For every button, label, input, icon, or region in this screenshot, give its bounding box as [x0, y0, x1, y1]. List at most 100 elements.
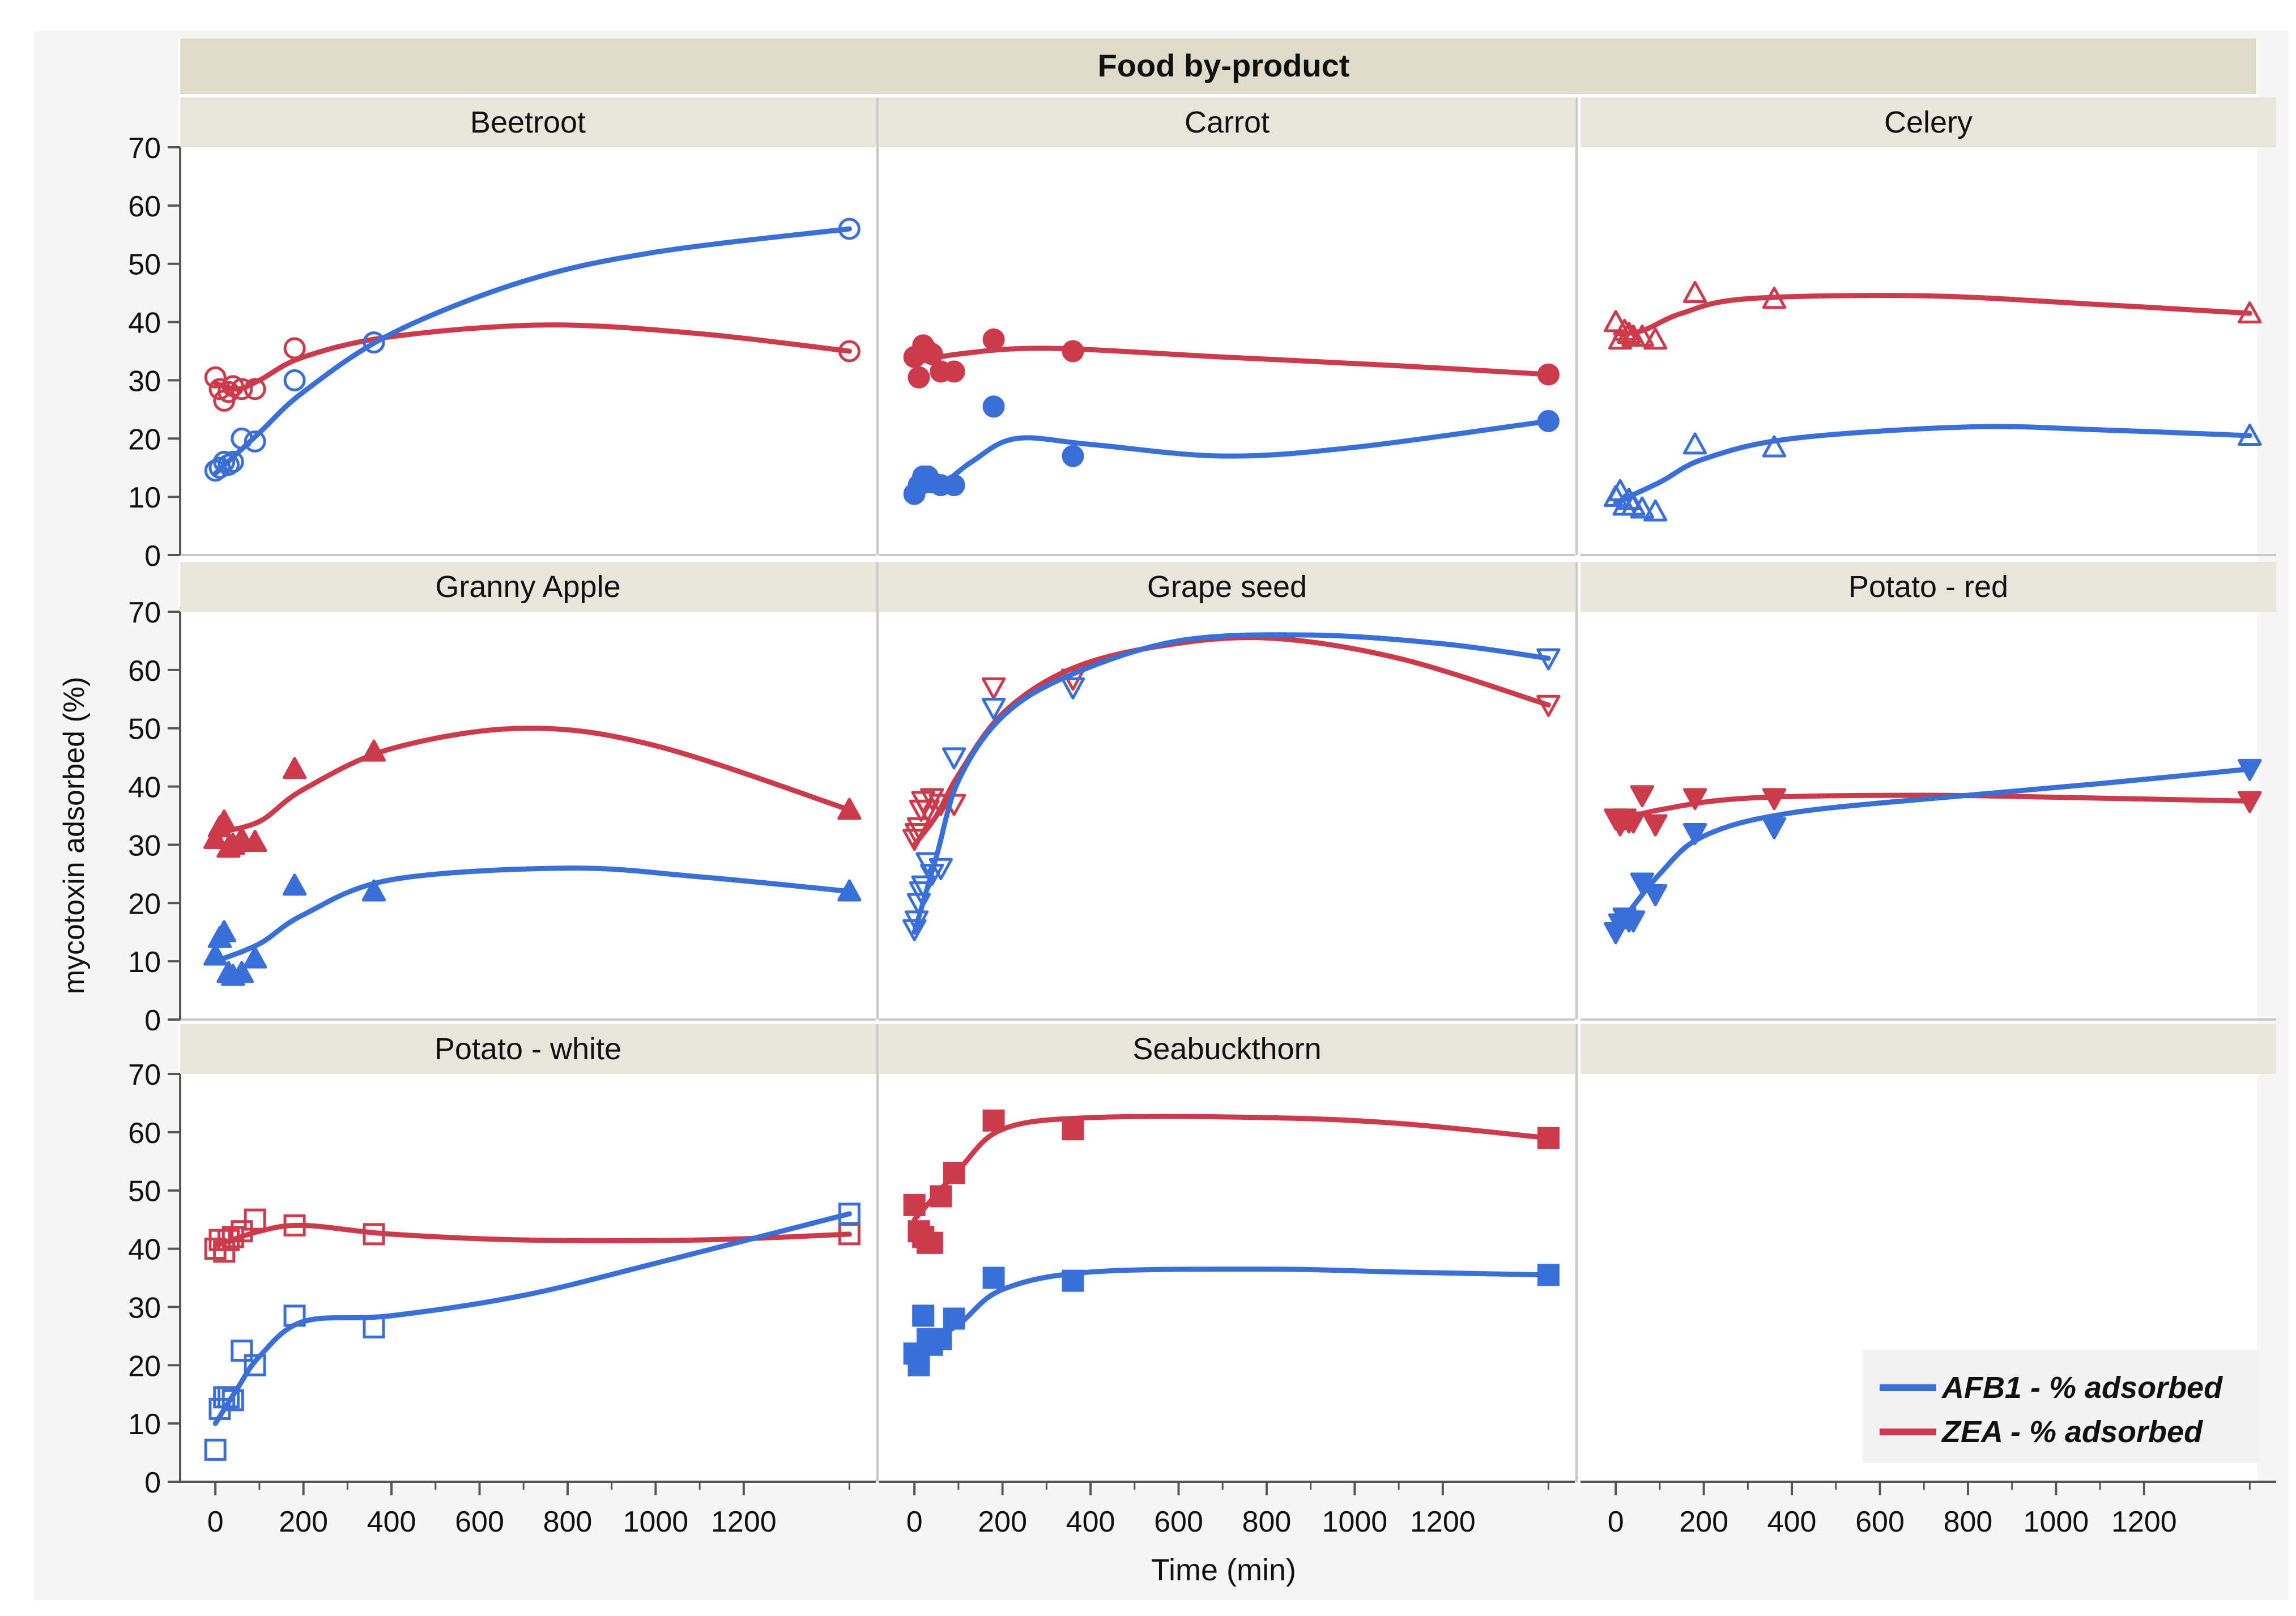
panel-header-bar — [1581, 1024, 2276, 1074]
data-point-afb1 — [911, 875, 935, 898]
data-point-zea — [837, 798, 862, 820]
data-point-afb1 — [282, 873, 307, 896]
x-tick-label: 600 — [1154, 1506, 1203, 1538]
fit-curve-zea — [911, 346, 1551, 377]
data-point-afb1 — [1682, 432, 1707, 455]
data-point-afb1 — [217, 454, 240, 476]
data-point-afb1 — [242, 946, 267, 969]
y-tick-label: 70 — [128, 1059, 161, 1091]
data-point-afb1 — [283, 1304, 306, 1327]
x-tick-label: 800 — [1944, 1506, 1993, 1538]
data-point-afb1 — [912, 1304, 935, 1327]
data-point-afb1 — [981, 697, 1006, 720]
data-point-afb1 — [283, 369, 306, 391]
y-tick-label: 10 — [128, 1408, 161, 1441]
data-point-afb1 — [1762, 817, 1787, 839]
fit-curve-afb1 — [1613, 766, 2252, 932]
data-point-zea — [204, 366, 227, 389]
data-point-afb1 — [1643, 499, 1668, 522]
data-point-zea — [217, 381, 240, 403]
fit-curve-afb1 — [911, 1267, 1551, 1354]
fit-curve-afb1 — [911, 418, 1551, 497]
panel-header-bar — [879, 562, 1575, 612]
data-point-zea — [838, 340, 861, 363]
data-point-zea — [1762, 788, 1787, 811]
data-point-afb1 — [1762, 435, 1787, 458]
panel-0: Beetroot 0 10 20 30 40 50 60 70 — [128, 97, 879, 573]
y-tick-label: 0 — [144, 1004, 161, 1037]
y-tick-label: 30 — [128, 365, 161, 398]
panel-8: 0 200 400 600 800 1000 1200 — [1581, 1024, 2276, 1538]
data-point-afb1 — [208, 457, 231, 479]
x-tick-label: 800 — [543, 1506, 593, 1538]
overall-title-text: Food by-product — [1098, 48, 1350, 83]
data-point-afb1 — [363, 1316, 385, 1338]
panel-title: Celery — [1884, 105, 1973, 139]
data-point-afb1 — [1630, 872, 1655, 895]
data-point-zea — [1062, 1118, 1084, 1141]
panel-header-bar — [180, 1024, 876, 1074]
fit-curve-afb1 — [212, 226, 852, 476]
data-point-afb1 — [1536, 648, 1561, 671]
data-point-afb1 — [231, 1340, 253, 1362]
data-point-zea — [943, 1162, 965, 1184]
legend-label-zea: ZEA - % adsorbed — [1941, 1415, 2203, 1449]
x-tick-label: 0 — [906, 1506, 923, 1538]
data-point-afb1 — [2238, 423, 2262, 446]
x-tick-label: 200 — [279, 1506, 328, 1538]
data-point-afb1 — [213, 450, 236, 473]
data-point-afb1 — [1608, 479, 1633, 501]
data-point-afb1 — [838, 218, 861, 240]
y-tick-label: 60 — [128, 1117, 161, 1150]
data-point-zea — [908, 366, 930, 389]
panel-4: Grape seed — [879, 562, 1578, 1021]
y-tick-label: 50 — [128, 249, 161, 282]
x-tick-label: 1200 — [1410, 1506, 1476, 1538]
data-point-afb1 — [203, 943, 228, 966]
panel-title: Seabuckthorn — [1132, 1032, 1321, 1066]
data-point-afb1 — [1062, 445, 1084, 467]
data-point-afb1 — [942, 747, 966, 770]
x-tick-label: 1000 — [623, 1506, 689, 1538]
data-point-zea — [903, 1193, 926, 1216]
data-point-zea — [928, 794, 953, 816]
data-point-zea — [242, 830, 267, 852]
data-point-zea — [982, 1109, 1005, 1132]
y-tick-label: 70 — [128, 132, 161, 165]
data-point-afb1 — [204, 1438, 227, 1461]
data-point-zea — [2238, 791, 2262, 813]
overall-title: Food by-product — [180, 39, 2256, 94]
data-point-zea — [920, 788, 944, 811]
fit-curve-zea — [212, 322, 852, 392]
data-point-zea — [1682, 788, 1707, 811]
panel-title: Beetroot — [470, 105, 586, 139]
y-tick-label: 50 — [128, 1175, 161, 1208]
x-tick-label: 200 — [978, 1506, 1027, 1538]
y-tick-label: 50 — [128, 713, 161, 746]
fit-curve-afb1 — [212, 865, 852, 964]
panel-6: Potato - white 0 10 20 30 40 50 60 70 0 200 400 600 8… — [128, 1024, 879, 1538]
panels-layer: Beetroot 0 10 20 30 40 50 60 70 Carrot Celery Grann… — [128, 97, 2276, 1538]
data-point-zea — [921, 1231, 943, 1254]
panel-header-bar — [180, 562, 876, 612]
fit-curve-afb1 — [212, 1211, 852, 1426]
data-point-afb1 — [217, 1386, 240, 1409]
data-point-zea — [221, 375, 244, 398]
legend-box — [1863, 1350, 2259, 1463]
data-point-afb1 — [982, 395, 1005, 418]
x-tick-label: 400 — [1767, 1506, 1817, 1538]
x-tick-label: 1000 — [2024, 1506, 2089, 1538]
data-point-zea — [1537, 1127, 1560, 1149]
data-point-zea — [231, 1220, 253, 1243]
legend: AFB1 - % adsorbed ZEA - % adsorbed — [1863, 1350, 2259, 1463]
fit-curve-afb1 — [1613, 424, 2252, 505]
data-point-afb1 — [1643, 884, 1668, 907]
panel-title: Grape seed — [1147, 570, 1307, 604]
data-point-zea — [363, 1223, 385, 1246]
panel-3: Granny Apple 0 10 20 30 40 50 60 70 — [128, 562, 879, 1037]
data-point-afb1 — [928, 858, 953, 880]
fit-curve-zea — [1613, 293, 2252, 336]
fit-curve-zea — [212, 1222, 852, 1248]
y-tick-label: 60 — [128, 190, 161, 223]
